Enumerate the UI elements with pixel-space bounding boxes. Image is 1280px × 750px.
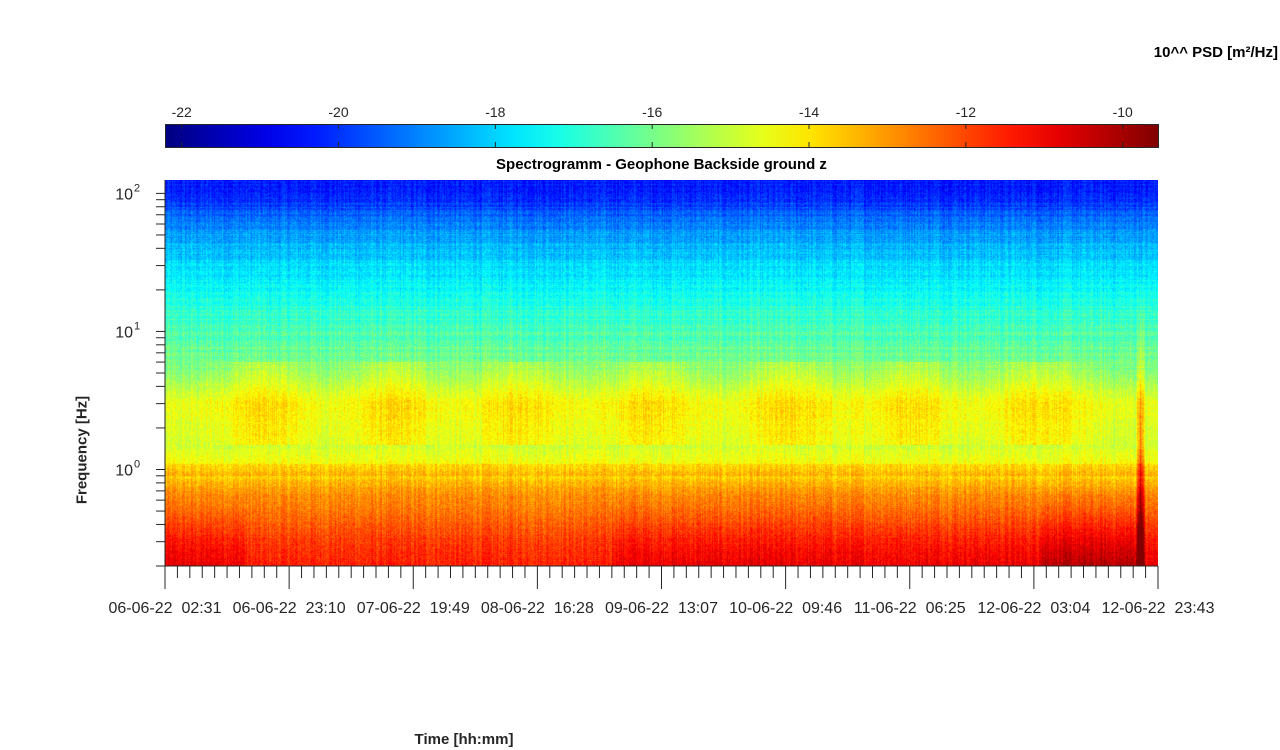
colorbar-tick-label: -14 bbox=[799, 104, 819, 120]
chart-title: Spectrogramm - Geophone Backside ground … bbox=[496, 156, 827, 173]
x-axis-label: Time [hh:mm] bbox=[414, 731, 514, 748]
x-tick-label: 12-06-22 23:43 bbox=[1102, 600, 1215, 617]
colorbar bbox=[166, 124, 1158, 147]
spectrogram-plot bbox=[165, 180, 1158, 566]
colorbar-tick-label: -12 bbox=[956, 104, 976, 120]
colorbar-tick-label: -16 bbox=[642, 104, 662, 120]
colorbar-tick-label: -10 bbox=[1113, 104, 1133, 120]
colorbar-tick-label: -20 bbox=[328, 104, 348, 120]
y-tick-label: 10 bbox=[115, 186, 133, 203]
x-tick-label: 06-06-22 02:31 bbox=[109, 600, 222, 617]
colorbar-tick-label: -22 bbox=[172, 104, 192, 120]
y-tick-label: 10 bbox=[115, 463, 133, 480]
y-tick-exponent: 1 bbox=[134, 320, 140, 332]
y-tick-exponent: 0 bbox=[134, 459, 140, 471]
colorbar-tick-label: -18 bbox=[485, 104, 505, 120]
x-tick-label: 08-06-22 16:28 bbox=[481, 600, 594, 617]
colorbar-ticks: -22 -20 -18 -16 -14 -12 -10 bbox=[172, 104, 1133, 147]
y-tick-label: 10 bbox=[115, 324, 133, 341]
colorbar-title: 10^^ PSD [m²/Hz] bbox=[1153, 44, 1278, 61]
x-tick-label: 07-06-22 19:49 bbox=[357, 600, 470, 617]
x-tick-label: 06-06-22 23:10 bbox=[233, 600, 346, 617]
x-tick-label: 10-06-22 09:46 bbox=[729, 600, 842, 617]
colorbar-frame bbox=[165, 124, 1159, 148]
x-tick-label: 12-06-22 03:04 bbox=[977, 600, 1090, 617]
x-tick-label: 09-06-22 13:07 bbox=[605, 600, 718, 617]
y-tick-exponent: 2 bbox=[134, 182, 140, 194]
x-tick-label: 11-06-22 06:25 bbox=[854, 600, 966, 617]
